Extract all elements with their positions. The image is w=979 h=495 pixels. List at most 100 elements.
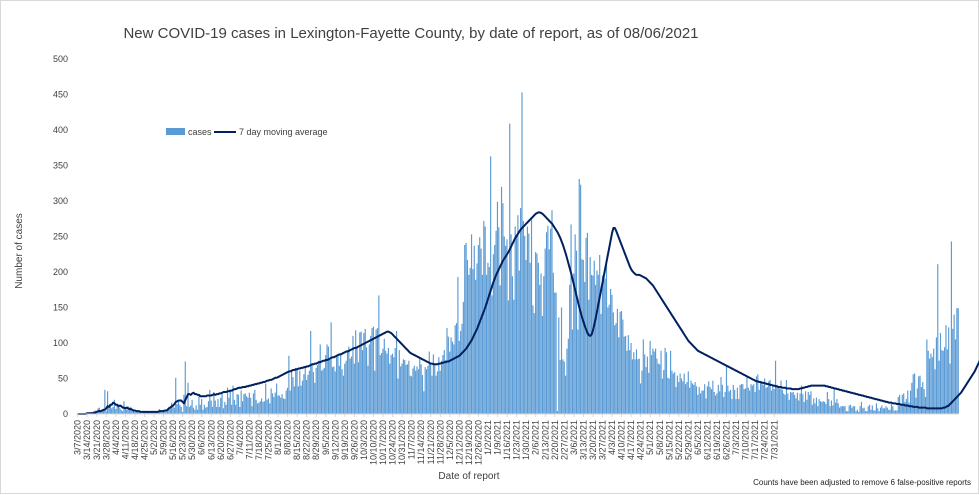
- case-bar: [539, 284, 541, 414]
- case-bar: [674, 372, 676, 414]
- case-bar: [211, 406, 214, 414]
- x-tick-label: 7/25/2020: [264, 420, 274, 460]
- case-bar: [274, 392, 276, 414]
- case-bar: [346, 350, 349, 414]
- case-bar: [754, 391, 756, 414]
- case-bar: [634, 359, 636, 414]
- case-bar: [870, 409, 872, 414]
- case-bar: [466, 259, 469, 414]
- x-tick-label: 12/26/2020: [473, 420, 483, 465]
- case-bar: [450, 337, 452, 414]
- case-bar: [255, 399, 257, 414]
- x-tick-label: 10/24/2020: [388, 420, 398, 465]
- case-bar: [948, 327, 950, 414]
- case-bar: [610, 289, 612, 414]
- case-bar: [893, 410, 895, 414]
- case-bar: [620, 311, 623, 414]
- case-bar: [307, 374, 309, 414]
- legend-label-moving-average: 7 day moving average: [239, 127, 328, 137]
- case-bar: [558, 317, 560, 414]
- x-tick-label: 7/3/2021: [731, 420, 741, 455]
- case-bar: [680, 378, 683, 414]
- case-bar: [930, 353, 932, 414]
- case-bar: [764, 378, 766, 414]
- case-bar: [526, 226, 529, 414]
- case-bar: [671, 370, 673, 414]
- case-bar: [829, 406, 831, 414]
- case-bar: [836, 399, 838, 414]
- case-bar: [151, 412, 154, 414]
- case-bar: [374, 370, 376, 414]
- case-bar: [440, 360, 443, 414]
- case-bar: [121, 411, 124, 414]
- case-bar: [391, 353, 394, 414]
- case-bar: [922, 382, 924, 414]
- case-bar: [709, 387, 711, 414]
- case-bar: [132, 410, 135, 414]
- case-bar: [803, 401, 805, 414]
- case-bar: [800, 385, 803, 414]
- case-bar: [201, 399, 203, 414]
- case-bar: [386, 353, 388, 414]
- case-bar: [851, 407, 853, 414]
- case-bar: [577, 329, 579, 414]
- case-bar: [919, 375, 921, 414]
- case-bar: [751, 385, 753, 414]
- case-bar: [533, 313, 535, 414]
- case-bar: [149, 412, 151, 414]
- case-bar: [325, 355, 327, 414]
- case-bar: [348, 346, 350, 414]
- case-bar: [378, 295, 380, 414]
- case-bar: [460, 330, 462, 414]
- case-bar: [882, 408, 884, 414]
- case-bar: [735, 399, 737, 414]
- case-bar: [236, 394, 238, 414]
- case-bar: [785, 379, 788, 414]
- case-bar: [693, 384, 695, 414]
- case-bar: [175, 377, 177, 414]
- case-bar: [312, 372, 314, 414]
- y-tick-label: 0: [63, 409, 68, 419]
- case-bar: [794, 394, 796, 414]
- x-tick-label: 2/6/2021: [531, 420, 541, 455]
- case-bar: [607, 307, 609, 414]
- case-bar: [449, 351, 451, 414]
- y-axis-label: Number of cases: [14, 213, 25, 289]
- case-bar: [694, 382, 696, 414]
- x-tick-label: 10/3/2020: [359, 420, 369, 460]
- x-tick-label: 12/5/2020: [445, 420, 455, 460]
- case-bar: [746, 377, 748, 414]
- case-bar: [871, 405, 873, 414]
- case-bar: [740, 384, 743, 414]
- case-bar: [869, 404, 871, 414]
- case-bar: [911, 382, 913, 414]
- case-bar: [789, 391, 792, 414]
- case-bar: [514, 226, 516, 414]
- case-bar: [590, 274, 593, 414]
- case-bar: [571, 329, 574, 414]
- x-tick-label: 5/16/2020: [168, 420, 178, 460]
- case-bar: [207, 401, 210, 414]
- x-tick-label: 5/15/2021: [664, 420, 674, 460]
- x-tick-label: 5/29/2021: [683, 420, 693, 460]
- case-bar: [308, 370, 310, 414]
- case-bar: [663, 369, 665, 414]
- x-tick-label: 9/12/2020: [330, 420, 340, 460]
- case-bar: [494, 245, 496, 414]
- case-bar: [241, 401, 244, 414]
- case-bar: [304, 367, 306, 414]
- case-bar: [502, 203, 504, 414]
- case-bar: [490, 156, 492, 414]
- case-bar: [573, 273, 575, 414]
- case-bar: [702, 390, 704, 414]
- case-bar: [344, 363, 346, 414]
- case-bar: [225, 404, 227, 414]
- case-bar: [704, 384, 706, 414]
- case-bar: [503, 236, 505, 414]
- case-bar: [873, 410, 875, 414]
- case-bar: [938, 360, 940, 414]
- case-bar: [513, 299, 515, 414]
- x-tick-label: 8/1/2020: [273, 420, 283, 455]
- case-bar: [263, 401, 265, 414]
- case-bar: [315, 367, 317, 414]
